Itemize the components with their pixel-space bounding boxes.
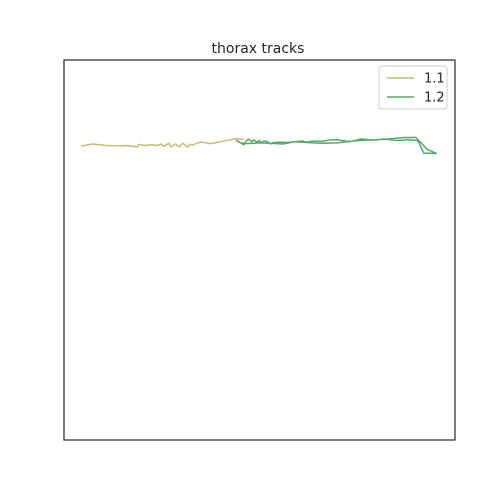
legend: 1.1 1.2 — [378, 65, 448, 110]
legend-frame — [378, 65, 448, 110]
track-line-1-2 — [235, 136, 437, 155]
legend-label-1-1: 1.1 — [424, 72, 445, 87]
track-line-1-1 — [80, 137, 244, 148]
chart-title: thorax tracks — [212, 41, 305, 57]
legend-label-1-2: 1.2 — [424, 91, 445, 106]
series-group — [80, 136, 437, 155]
axes-frame — [63, 59, 456, 441]
plot-area — [64, 60, 455, 440]
